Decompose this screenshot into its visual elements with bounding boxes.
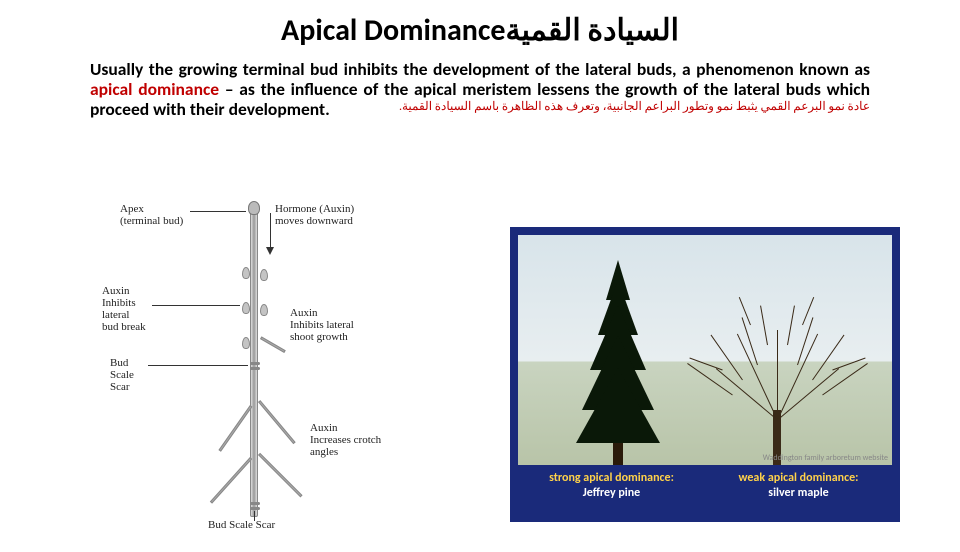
paragraph-arabic: عادة نمو البرعم القمي يثبط نمو وتطور الب… bbox=[399, 101, 870, 115]
lateral-branch bbox=[210, 457, 252, 504]
label-hormone: Hormone (Auxin)moves downward bbox=[275, 203, 354, 227]
trunk bbox=[613, 440, 623, 465]
foliage bbox=[576, 368, 660, 443]
branch bbox=[802, 297, 814, 325]
apex-bud-shape bbox=[248, 201, 260, 215]
bud-shape bbox=[260, 304, 268, 316]
scar-shape bbox=[250, 507, 260, 510]
silver-maple-tree bbox=[702, 275, 852, 465]
paragraph-lead: Usually the growing terminal bud inhibit… bbox=[90, 58, 870, 80]
branch bbox=[716, 368, 778, 420]
lateral-shoot bbox=[260, 336, 286, 353]
caption-row: strong apical dominance: Jeffrey pine we… bbox=[518, 471, 892, 501]
page-title: Apical Dominanceالسيادة القمية bbox=[0, 12, 960, 49]
label-bud-scale-scar-a: BudScaleScar bbox=[110, 357, 134, 393]
leader-line bbox=[190, 211, 246, 212]
branch bbox=[739, 297, 751, 325]
leader-line bbox=[152, 305, 240, 306]
label-auxin-crotch: AuxinIncreases crotchangles bbox=[310, 422, 381, 458]
branch bbox=[737, 334, 778, 421]
branch bbox=[787, 306, 795, 346]
lateral-branch bbox=[258, 453, 303, 498]
photo-credit: Waddington family arboretum website bbox=[763, 453, 888, 463]
caption-left-line2: Jeffrey pine bbox=[518, 486, 705, 501]
bare-crown bbox=[702, 275, 852, 420]
branch bbox=[687, 363, 733, 395]
caption-right: weak apical dominance: silver maple bbox=[705, 471, 892, 501]
label-apex: Apex(terminal bud) bbox=[120, 203, 183, 227]
branch bbox=[777, 334, 818, 421]
tree-photo-panel: Waddington family arboretum website stro… bbox=[510, 227, 900, 522]
label-auxin-inhibits-shoot: AuxinInhibits lateralshoot growth bbox=[290, 307, 354, 343]
bud-shape bbox=[242, 337, 250, 349]
scar-shape bbox=[250, 362, 260, 365]
photo-area: Waddington family arboretum website bbox=[518, 235, 892, 465]
scar-shape bbox=[250, 502, 260, 505]
branch bbox=[711, 335, 743, 381]
paragraph: Usually the growing terminal bud inhibit… bbox=[90, 59, 870, 119]
caption-left-line1: strong apical dominance: bbox=[518, 471, 705, 486]
branch bbox=[812, 335, 844, 381]
branch bbox=[822, 363, 868, 395]
auxin-arrow-line bbox=[270, 213, 271, 247]
caption-right-line1: weak apical dominance: bbox=[705, 471, 892, 486]
label-auxin-inhibits-bud: AuxinInhibitslateralbud break bbox=[102, 285, 146, 333]
lateral-branch bbox=[218, 405, 252, 452]
caption-left: strong apical dominance: Jeffrey pine bbox=[518, 471, 705, 501]
leader-line bbox=[148, 365, 248, 366]
stem-diagram: Apex(terminal bud) Hormone (Auxin)moves … bbox=[100, 207, 420, 537]
scar-shape bbox=[250, 367, 260, 370]
branch bbox=[760, 306, 768, 346]
jeffrey-pine-tree bbox=[573, 255, 663, 465]
title-arabic: السيادة القمية bbox=[506, 12, 679, 49]
bud-shape bbox=[242, 267, 250, 279]
apical-dominance-term: apical dominance bbox=[90, 78, 219, 100]
auxin-arrow-head bbox=[266, 247, 274, 255]
title-english: Apical Dominance bbox=[281, 12, 505, 49]
leader-line bbox=[254, 511, 255, 521]
caption-right-line2: silver maple bbox=[705, 486, 892, 501]
bud-shape bbox=[242, 302, 250, 314]
branch bbox=[777, 330, 778, 420]
lateral-branch bbox=[258, 400, 296, 444]
label-bud-scale-scar-b: Bud Scale Scar bbox=[208, 519, 275, 531]
bud-shape bbox=[260, 269, 268, 281]
branch bbox=[777, 368, 839, 420]
